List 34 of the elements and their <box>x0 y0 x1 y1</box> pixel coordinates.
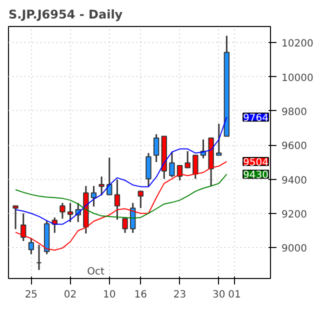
candlestick <box>216 123 222 156</box>
candlestick <box>114 178 120 220</box>
y-tick-label: 9600 <box>282 141 307 152</box>
y-tick-label: 10000 <box>282 72 314 84</box>
candlestick <box>20 212 26 242</box>
y-tick-label: 9400 <box>282 175 307 186</box>
candlestick <box>153 133 160 163</box>
candlestick <box>90 185 97 208</box>
x-tick-label: 10 <box>103 290 116 300</box>
y-tick-label: 9800 <box>282 106 307 118</box>
x-tick-label: 23 <box>173 290 186 300</box>
candlestick <box>12 205 18 230</box>
candlestick <box>122 218 128 234</box>
y-tick-label: 10200 <box>282 38 314 50</box>
x-tick-label: 01 <box>228 290 241 300</box>
candlestick <box>169 151 175 178</box>
candlestick <box>184 150 190 168</box>
y-tick-label: 9000 <box>282 244 307 255</box>
y-tick-label: 9200 <box>282 210 307 221</box>
x-tick-label: 25 <box>24 290 38 300</box>
text: 9430 <box>243 170 269 182</box>
candlestick <box>146 152 152 188</box>
candlestick <box>28 238 34 255</box>
candlestick <box>36 244 42 271</box>
x-tick-label: 30 <box>212 290 226 300</box>
candlestick <box>176 164 183 182</box>
x-tick-label: 02 <box>64 290 77 300</box>
candlestick <box>138 190 144 209</box>
candlestick <box>60 202 66 220</box>
x-tick-label: 16 <box>134 290 148 300</box>
candlestick <box>67 202 74 223</box>
annotation: Oct <box>87 266 104 278</box>
candlestick <box>98 176 104 196</box>
chart-title: S.JP.J6954 - Daily <box>8 8 123 22</box>
